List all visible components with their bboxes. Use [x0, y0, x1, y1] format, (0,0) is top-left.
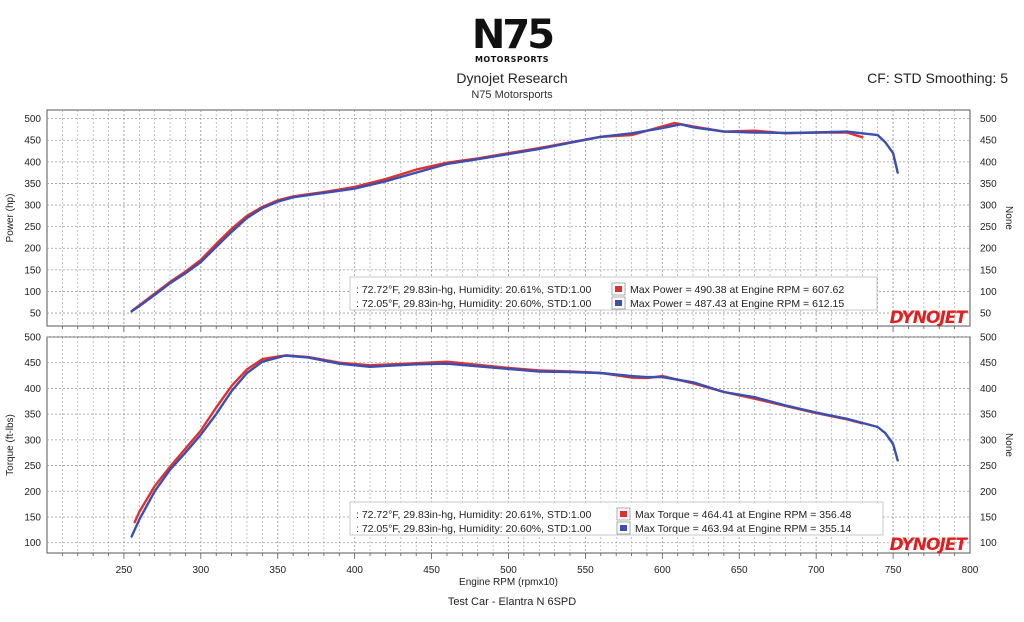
xtick-label: 650 — [731, 565, 748, 576]
torque-ytick-left: 500 — [24, 333, 41, 344]
torque-ytick-right: 200 — [980, 487, 997, 498]
power-ytick-left: 450 — [24, 136, 41, 147]
power-legend-swatch-2 — [615, 300, 622, 306]
xtick-label: 800 — [962, 565, 979, 576]
torque-ylabel-right: None — [1003, 433, 1014, 457]
torque-dynojet-logo: DYNOJET — [890, 535, 969, 555]
power-ytick-right: 400 — [980, 157, 997, 168]
power-ytick-right: 450 — [980, 136, 997, 147]
torque-ytick-left: 150 — [24, 513, 41, 524]
power-legend-max-2: Max Power = 487.43 at Engine RPM = 612.1… — [630, 298, 844, 310]
xtick-label: 750 — [885, 565, 902, 576]
power-ytick-right: 300 — [980, 201, 997, 212]
power-legend-conditions-1: : 72.72°F, 29.83in-hg, Humidity: 20.61%,… — [356, 284, 591, 296]
power-ytick-right: 50 — [980, 309, 992, 320]
torque-legend-max-2: Max Torque = 463.94 at Engine RPM = 355.… — [635, 523, 852, 535]
torque-ytick-left: 200 — [24, 487, 41, 498]
power-dynojet-logo: DYNOJET — [890, 308, 969, 328]
chart-subtitle: N75 Motorsports — [471, 89, 553, 101]
torque-ylabel: Torque (ft-lbs) — [5, 414, 16, 476]
correction-factor-label: CF: STD Smoothing: 5 — [867, 70, 1008, 86]
power-ytick-left: 50 — [30, 309, 42, 320]
power-ytick-left: 250 — [24, 222, 41, 233]
torque-ytick-left: 350 — [24, 410, 41, 421]
power-ytick-right: 100 — [980, 287, 997, 298]
power-legend-conditions-2: : 72.05°F, 29.83in-hg, Humidity: 20.60%,… — [356, 298, 591, 310]
torque-legend-conditions-2: : 72.05°F, 29.83in-hg, Humidity: 20.60%,… — [356, 523, 591, 535]
power-ytick-left: 200 — [24, 244, 41, 255]
power-ylabel-right: None — [1003, 206, 1014, 230]
power-ytick-left: 350 — [24, 179, 41, 190]
power-legend-max-1: Max Power = 490.38 at Engine RPM = 607.6… — [630, 284, 844, 296]
torque-ytick-left: 450 — [24, 358, 41, 369]
xtick-label: 550 — [577, 565, 594, 576]
logo-mark: N75 — [471, 12, 555, 58]
xtick-label: 700 — [808, 565, 825, 576]
torque-ytick-left: 100 — [24, 538, 41, 549]
torque-ytick-right: 150 — [980, 513, 997, 524]
torque-legend-swatch-2 — [620, 525, 627, 531]
x-axis-label: Engine RPM (rpmx10) — [459, 577, 558, 588]
n75-logo: N75 MOTORSPORTS — [470, 12, 555, 66]
logo-subtext: MOTORSPORTS — [474, 55, 550, 64]
power-ytick-left: 100 — [24, 287, 41, 298]
power-legend-swatch-1 — [615, 286, 622, 292]
power-ytick-right: 350 — [980, 179, 997, 190]
power-ytick-right: 200 — [980, 244, 997, 255]
xtick-label: 300 — [192, 565, 209, 576]
torque-ytick-left: 250 — [24, 461, 41, 472]
xtick-label: 250 — [116, 565, 133, 576]
power-series-2-line — [130, 123, 899, 313]
torque-ytick-right: 100 — [980, 538, 997, 549]
torque-ytick-left: 400 — [24, 384, 41, 395]
torque-ytick-right: 450 — [980, 358, 997, 369]
power-ytick-left: 150 — [24, 265, 41, 276]
power-ytick-right: 150 — [980, 265, 997, 276]
power-ylabel: Power (hp) — [5, 194, 16, 243]
torque-legend-max-1: Max Torque = 464.41 at Engine RPM = 356.… — [635, 509, 852, 521]
chart-title: Dynojet Research — [456, 70, 568, 86]
torque-ytick-left: 300 — [24, 435, 41, 446]
torque-ytick-right: 250 — [980, 461, 997, 472]
power-ytick-left: 500 — [24, 114, 41, 125]
torque-ytick-right: 350 — [980, 410, 997, 421]
test-car-label: Test Car - Elantra N 6SPD — [447, 596, 577, 608]
torque-legend-swatch-1 — [620, 511, 627, 517]
torque-legend-conditions-1: : 72.72°F, 29.83in-hg, Humidity: 20.61%,… — [356, 509, 591, 521]
power-ytick-right: 250 — [980, 222, 997, 233]
xtick-label: 600 — [654, 565, 671, 576]
torque-series-2-line — [130, 354, 899, 538]
xtick-label: 500 — [500, 565, 517, 576]
torque-ytick-right: 500 — [980, 333, 997, 344]
torque-legend-box — [349, 501, 884, 536]
torque-ytick-right: 300 — [980, 435, 997, 446]
torque-ytick-right: 400 — [980, 384, 997, 395]
power-ytick-left: 400 — [24, 157, 41, 168]
xtick-label: 350 — [269, 565, 286, 576]
power-ytick-right: 500 — [980, 114, 997, 125]
xtick-label: 450 — [423, 565, 440, 576]
xtick-label: 400 — [346, 565, 363, 576]
power-ytick-left: 300 — [24, 201, 41, 212]
